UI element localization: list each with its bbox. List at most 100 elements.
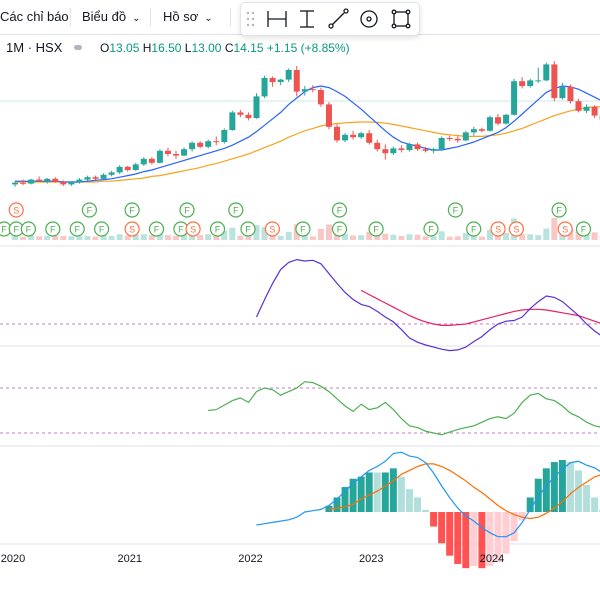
candle-body [366,133,373,143]
volume-bar [285,231,292,240]
drawing-toolbar [240,2,420,36]
legend-separator: · [27,40,33,55]
candle-body [221,130,228,142]
event-marker-f[interactable] [209,221,226,237]
candle-body [478,129,485,131]
chevron-down-icon: ⌄ [132,13,141,24]
event-marker-f[interactable] [179,202,195,218]
time-axis-label: 2023 [359,553,383,565]
profile-button[interactable]: Hồ sơ ⌄ [163,0,213,34]
drawing-toolbar-icons [246,8,411,29]
close-label: C [224,41,234,55]
circle-target-icon[interactable] [360,10,378,28]
volume-bar [124,235,131,240]
indicators-button[interactable]: Các chỉ báo [0,0,69,34]
volume-bar [12,236,18,240]
candle-body [293,70,300,92]
drag-handle-icon[interactable] [246,11,255,27]
volume-bar [478,236,485,240]
event-marker-f[interactable] [368,221,384,237]
event-marker-f[interactable] [45,221,61,237]
candle-body [503,114,510,124]
event-marker-letter: F [50,225,56,235]
event-marker-s[interactable] [264,221,280,237]
candle-body [20,182,27,184]
event-marker-letter: S [495,225,501,235]
volume-bar [551,217,558,240]
volume-bar [527,234,534,240]
event-marker-f[interactable] [331,202,348,218]
event-marker-s[interactable] [557,221,573,237]
event-marker-s[interactable] [508,221,525,237]
candle-body [551,64,558,98]
macd-histogram-bar [583,484,591,512]
candle-body [358,133,365,138]
volume-bar [470,235,477,240]
symbol-info[interactable]: 1M · HSX [6,38,62,58]
event-marker-f[interactable] [466,221,482,237]
event-marker-letter: F [99,225,105,235]
trend-line-icon[interactable] [328,8,349,29]
event-marker-f[interactable] [93,221,110,237]
event-marker-f[interactable] [240,221,256,237]
stochastic-d-line [360,289,600,326]
event-marker-letter: F [74,225,80,235]
event-marker-s[interactable] [490,221,506,237]
horizontal-ray-icon[interactable] [267,11,287,27]
vertical-line-icon[interactable] [300,10,314,28]
event-marker-letter: F [129,206,135,216]
candle-body [277,79,284,82]
event-marker-letter: F [1,225,7,235]
volume-bar [68,236,75,240]
macd-histogram-bar [349,478,357,512]
event-marker-f[interactable] [331,221,348,237]
volume-bar [342,234,349,240]
event-marker-f[interactable] [228,202,244,218]
chart-type-button[interactable]: Biểu đồ ⌄ [82,0,140,34]
volume-bar [422,236,429,240]
volume-bar [277,235,284,240]
candle-body [229,112,236,130]
event-marker-f[interactable] [423,221,439,237]
event-marker-s[interactable] [185,221,201,237]
volume-bar [148,235,155,240]
macd-histogram-bar [478,512,486,569]
event-marker-f[interactable] [69,221,85,237]
event-marker-f[interactable] [124,202,140,218]
volume-bar [197,235,204,240]
candle-body [374,142,381,150]
event-marker-f[interactable] [148,221,165,237]
candle-body [398,148,405,150]
macd-histogram-bar [357,476,365,512]
event-marker-letter: S [129,225,135,235]
market-status-icon [74,45,82,50]
candle-body [511,81,518,115]
candle-body [519,81,526,86]
rectangle-icon[interactable] [391,9,411,29]
event-marker-f[interactable] [20,221,36,237]
event-marker-s[interactable] [124,221,140,237]
event-marker-f[interactable] [81,202,98,218]
candle-body [486,117,493,131]
candle-body [527,80,534,86]
event-marker-f[interactable] [295,221,311,237]
candle-body [382,149,389,154]
macd-histogram-bar [470,512,478,567]
macd-line [256,451,600,538]
volume-bar [446,236,453,240]
event-marker-letter: F [154,225,160,235]
event-marker-f[interactable] [447,202,463,218]
ohlc-values: O13.05 H16.50 L13.00 C14.15 +1.15 (+8.85… [100,38,350,58]
candle-body [390,148,397,154]
event-marker-letter: S [13,206,19,216]
candle-body [454,138,461,141]
event-marker-f[interactable] [575,221,592,237]
event-marker-s[interactable] [8,202,24,218]
macd-histogram-bar [566,462,574,512]
event-marker-f[interactable] [551,202,567,218]
event-marker-letter: F [26,225,32,235]
candle-body [205,141,212,147]
candle-body [583,106,590,111]
candle-body [575,101,582,111]
